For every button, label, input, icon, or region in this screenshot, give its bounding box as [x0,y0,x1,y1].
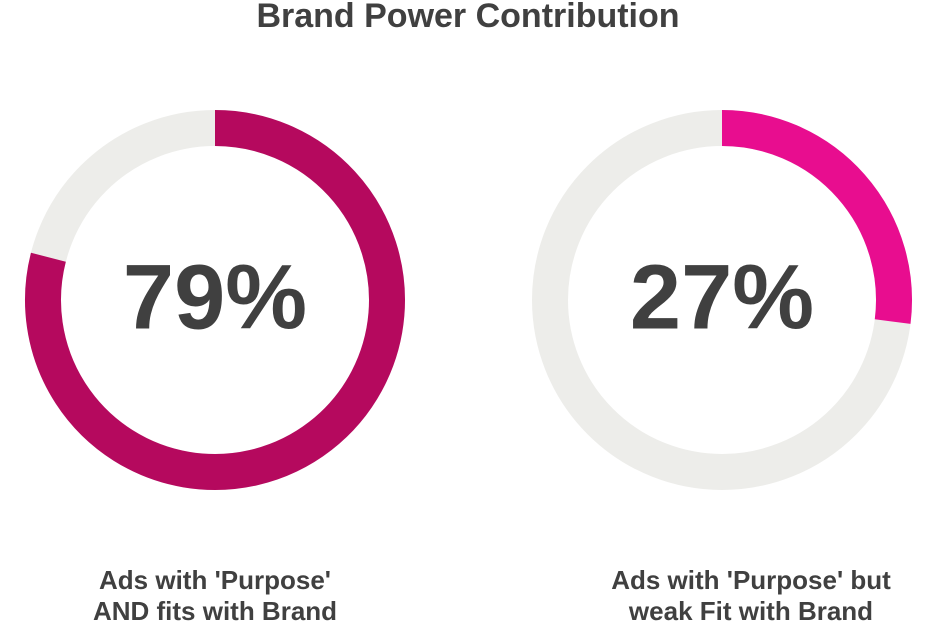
donut-arc [721,110,912,324]
center-value: 79% [123,246,307,348]
donut-caption: weak Fit with Brand [628,596,873,625]
center-value: 27% [630,246,814,348]
donut-caption: AND fits with Brand [93,596,337,625]
donut-caption: Ads with 'Purpose' [99,565,331,595]
donut-arc [25,110,405,490]
chart-title: Brand Power Contribution [256,0,679,35]
donut-caption: Ads with 'Purpose' but [611,565,891,595]
